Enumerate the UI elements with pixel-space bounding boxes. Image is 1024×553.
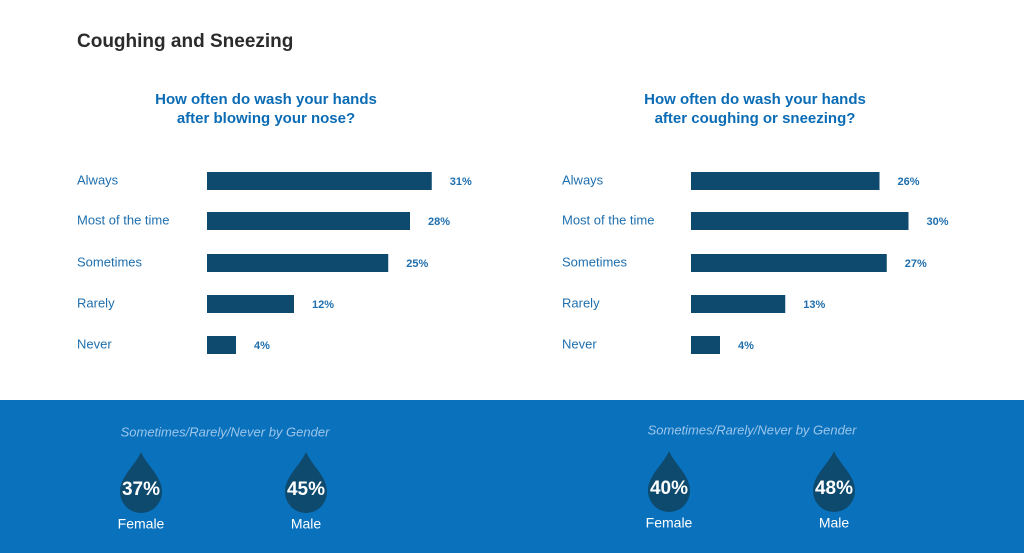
background <box>0 0 1024 400</box>
value-label: 12% <box>312 299 334 311</box>
droplet <box>120 452 162 513</box>
bar <box>691 254 887 272</box>
droplet <box>648 451 690 512</box>
bar <box>691 336 720 354</box>
category-label: Rarely <box>77 295 115 310</box>
category-label: Sometimes <box>77 254 143 269</box>
value-label: 28% <box>428 216 450 228</box>
category-label: Rarely <box>562 295 600 310</box>
gender-band <box>0 400 1024 553</box>
value-label: 13% <box>803 299 825 311</box>
gender-subtitle: Sometimes/Rarely/Never by Gender <box>648 422 857 437</box>
value-label: 26% <box>898 176 920 188</box>
gender-label: Male <box>291 516 322 532</box>
gender-percent: 45% <box>287 479 325 500</box>
bar <box>207 254 389 272</box>
bar <box>207 172 432 190</box>
gender-subtitle: Sometimes/Rarely/Never by Gender <box>121 424 330 439</box>
category-label: Never <box>77 336 112 351</box>
chart-title: How often do wash your hands <box>155 91 377 108</box>
gender-percent: 40% <box>650 478 688 499</box>
gender-percent: 37% <box>122 479 160 500</box>
category-label: Never <box>562 336 597 351</box>
chart-title: How often do wash your hands <box>644 91 866 108</box>
bar <box>207 212 410 230</box>
bar <box>691 295 786 313</box>
droplet <box>285 452 327 513</box>
category-label: Always <box>562 172 604 187</box>
value-label: 25% <box>406 258 428 270</box>
category-label: Most of the time <box>77 212 169 227</box>
value-label: 31% <box>450 176 472 188</box>
gender-percent: 48% <box>815 478 853 499</box>
gender-label: Female <box>646 515 693 531</box>
bar <box>691 212 909 230</box>
droplet <box>813 451 855 512</box>
value-label: 4% <box>254 340 270 352</box>
bar <box>207 336 236 354</box>
bar <box>207 295 294 313</box>
chart-title: after blowing your nose? <box>177 110 355 127</box>
value-label: 30% <box>927 216 949 228</box>
page-title: Coughing and Sneezing <box>77 31 293 52</box>
category-label: Most of the time <box>562 212 654 227</box>
chart-title: after coughing or sneezing? <box>655 110 856 127</box>
category-label: Always <box>77 172 119 187</box>
value-label: 4% <box>738 340 754 352</box>
gender-label: Female <box>118 516 165 532</box>
bar <box>691 172 880 190</box>
gender-label: Male <box>819 515 850 531</box>
category-label: Sometimes <box>562 254 628 269</box>
value-label: 27% <box>905 258 927 270</box>
